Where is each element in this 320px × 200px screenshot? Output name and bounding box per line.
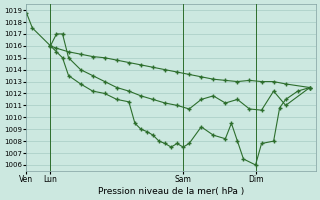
X-axis label: Pression niveau de la mer( hPa ): Pression niveau de la mer( hPa ) — [98, 187, 244, 196]
